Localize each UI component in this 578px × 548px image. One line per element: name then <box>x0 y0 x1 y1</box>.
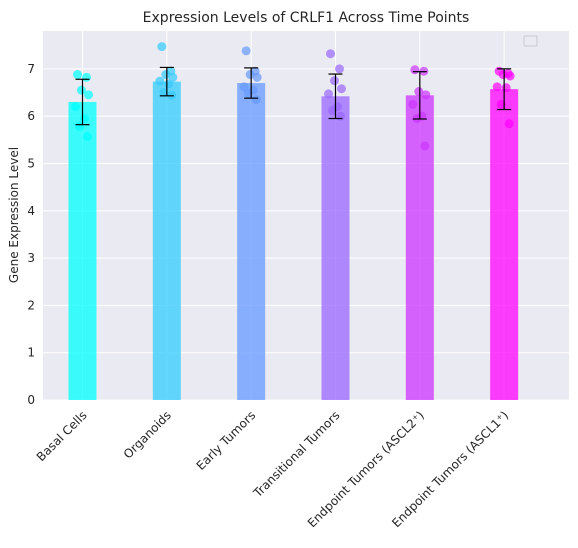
y-tick-label: 3 <box>27 251 35 265</box>
y-tick-label: 7 <box>27 62 35 76</box>
data-point <box>325 49 335 59</box>
data-point <box>80 114 89 124</box>
data-point <box>159 88 169 97</box>
data-point <box>492 82 502 92</box>
x-tick-labels: Basal Cells Organoids Early TumorsTransiti… <box>34 408 512 530</box>
data-point <box>243 88 253 98</box>
chart-title: Expression Levels of CRLF1 Across Time P… <box>143 10 470 26</box>
data-point <box>414 87 424 97</box>
data-point <box>77 85 86 95</box>
data-point <box>168 72 178 82</box>
plot-area <box>43 31 569 400</box>
y-tick-label: 0 <box>27 393 35 407</box>
bar <box>68 101 97 400</box>
x-tick-label: Early Tumors <box>194 408 259 473</box>
data-point <box>505 71 515 81</box>
data-point <box>327 105 337 115</box>
y-axis-label: Gene Expression Level <box>7 147 21 283</box>
data-point <box>157 42 167 52</box>
bar <box>405 95 434 400</box>
data-point <box>498 70 508 80</box>
data-point <box>251 95 261 105</box>
y-tick-labels: 0 1 2 3 4 5 6 7 <box>27 62 35 407</box>
data-point <box>241 46 251 56</box>
x-tick-label: Organoids <box>121 408 174 461</box>
y-tick-label: 2 <box>27 298 35 312</box>
data-point <box>84 90 93 100</box>
error-bars <box>75 66 512 126</box>
data-point <box>408 99 418 109</box>
y-tick-label: 5 <box>27 156 35 170</box>
data-point <box>161 70 171 80</box>
data-point <box>496 99 506 109</box>
y-tick-label: 6 <box>27 109 35 123</box>
data-point <box>501 83 511 93</box>
bar <box>152 81 181 400</box>
bar <box>237 83 266 401</box>
bar <box>321 96 350 401</box>
data-point <box>421 90 431 100</box>
y-tick-label: 1 <box>27 346 35 360</box>
data-point <box>164 79 174 89</box>
data-point <box>155 76 165 86</box>
data-point <box>83 131 92 141</box>
bars <box>68 81 519 401</box>
data-point <box>71 102 80 112</box>
data-point <box>239 82 249 92</box>
data-point <box>336 84 346 94</box>
x-tick-label: Basal Cells <box>34 408 90 464</box>
x-tick-label: Transitional Tumors <box>250 408 343 501</box>
data-point <box>73 70 82 80</box>
bar <box>490 89 519 400</box>
data-point <box>245 70 255 80</box>
data-point <box>252 72 262 82</box>
data-point <box>329 76 339 86</box>
data-point <box>335 111 345 121</box>
data-point <box>420 141 430 151</box>
data-point <box>334 64 344 74</box>
data-point <box>82 72 91 82</box>
data-point <box>504 119 514 129</box>
data-point <box>323 89 333 99</box>
data-point <box>410 65 420 75</box>
y-tick-label: 4 <box>27 204 35 218</box>
legend-box <box>523 35 538 47</box>
